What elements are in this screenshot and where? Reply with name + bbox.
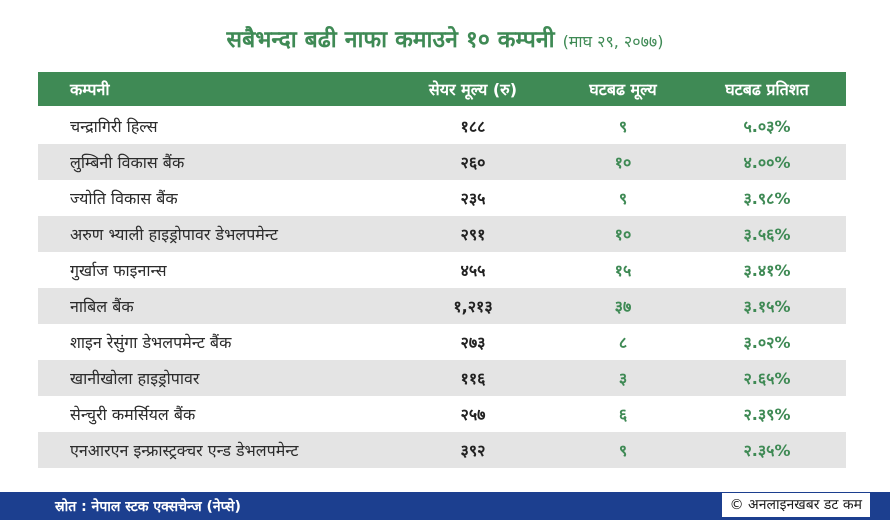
change-percent: ४.००% bbox=[743, 153, 791, 172]
change-percent: २.३५% bbox=[743, 441, 791, 460]
company-name: नाबिल बैंक bbox=[70, 297, 134, 316]
share-price: २९१ bbox=[460, 225, 486, 244]
title-main: सबैभन्दा बढी नाफा कमाउने १० कम्पनी bbox=[226, 27, 555, 53]
table-row: नाबिल बैंक १,२१३ ३७ ३.१५% bbox=[38, 288, 846, 324]
change-percent: ३.५६% bbox=[743, 225, 791, 244]
company-name: सेन्चुरी कमर्सियल बैंक bbox=[70, 405, 196, 424]
change-percent: ३.९८% bbox=[743, 189, 791, 208]
company-name: गुर्खाज फाइनान्स bbox=[70, 261, 167, 280]
header-share-price: सेयर मूल्य (रु) bbox=[428, 80, 518, 99]
share-price: ४५५ bbox=[460, 261, 486, 280]
header-company: कम्पनी bbox=[70, 80, 110, 99]
share-price: २७३ bbox=[460, 333, 486, 352]
company-name: खानीखोला हाइड्रोपावर bbox=[70, 369, 200, 388]
page-title: सबैभन्दा बढी नाफा कमाउने १० कम्पनी (माघ … bbox=[0, 22, 890, 54]
company-name: लुम्बिनी विकास बैंक bbox=[70, 153, 185, 172]
change-value: ६ bbox=[618, 405, 628, 424]
company-name: शाइन रेसुंगा डेभलपमेन्ट बैंक bbox=[70, 333, 232, 352]
share-price: ११६ bbox=[460, 369, 486, 388]
change-value: १५ bbox=[614, 261, 632, 280]
table-row: गुर्खाज फाइनान्स ४५५ १५ ३.४१% bbox=[38, 252, 846, 288]
change-value: ९ bbox=[618, 117, 628, 136]
table-row: लुम्बिनी विकास बैंक २६० १० ४.००% bbox=[38, 144, 846, 180]
change-percent: ३.४१% bbox=[743, 261, 791, 280]
table-row: अरुण भ्याली हाइड्रोपावर डेभलपमेन्ट २९१ १… bbox=[38, 216, 846, 252]
table-header: कम्पनी सेयर मूल्य (रु) घटबढ मूल्य घटबढ प… bbox=[38, 72, 846, 106]
company-name: ज्योति विकास बैंक bbox=[70, 189, 178, 208]
source-note: स्रोत : नेपाल स्टक एक्सचेन्ज (नेप्से) bbox=[55, 499, 241, 515]
table-row: खानीखोला हाइड्रोपावर ११६ ३ २.६५% bbox=[38, 360, 846, 396]
change-value: ८ bbox=[618, 333, 628, 352]
change-value: ३ bbox=[618, 369, 628, 388]
profit-table: कम्पनी सेयर मूल्य (रु) घटबढ मूल्य घटबढ प… bbox=[38, 72, 846, 468]
share-price: २३५ bbox=[460, 189, 486, 208]
share-price: १,२१३ bbox=[453, 297, 493, 316]
table-row: सेन्चुरी कमर्सियल बैंक २५७ ६ २.३९% bbox=[38, 396, 846, 432]
table-row: शाइन रेसुंगा डेभलपमेन्ट बैंक २७३ ८ ३.०२% bbox=[38, 324, 846, 360]
change-percent: ५.०३% bbox=[743, 117, 791, 136]
change-percent: २.६५% bbox=[743, 369, 791, 388]
change-value: १० bbox=[614, 225, 632, 244]
company-name: अरुण भ्याली हाइड्रोपावर डेभलपमेन्ट bbox=[70, 225, 278, 244]
company-name: एनआरएन इन्फ्रास्ट्रक्चर एन्ड डेभलपमेन्ट bbox=[70, 441, 299, 460]
change-value: १० bbox=[614, 153, 632, 172]
table-row: ज्योति विकास बैंक २३५ ९ ३.९८% bbox=[38, 180, 846, 216]
change-value: ९ bbox=[618, 189, 628, 208]
company-name: चन्द्रागिरी हिल्स bbox=[70, 117, 158, 136]
change-value: ९ bbox=[618, 441, 628, 460]
header-change-percent: घटबढ प्रतिशत bbox=[725, 80, 809, 99]
table-row: एनआरएन इन्फ्रास्ट्रक्चर एन्ड डेभलपमेन्ट … bbox=[38, 432, 846, 468]
title-date: (माघ २९, २०७७) bbox=[562, 32, 664, 51]
change-percent: २.३९% bbox=[743, 405, 791, 424]
table-row: चन्द्रागिरी हिल्स १८८ ९ ५.०३% bbox=[38, 108, 846, 144]
share-price: १८८ bbox=[460, 117, 486, 136]
share-price: २५७ bbox=[460, 405, 486, 424]
footer-bar: स्रोत : नेपाल स्टक एक्सचेन्ज (नेप्से) © … bbox=[0, 492, 890, 520]
change-percent: ३.०२% bbox=[743, 333, 791, 352]
share-price: २६० bbox=[460, 153, 486, 172]
share-price: ३९२ bbox=[460, 441, 486, 460]
header-change-value: घटबढ मूल्य bbox=[589, 80, 657, 99]
copyright-credit: © अनलाइनखबर डट कम bbox=[721, 493, 870, 517]
change-percent: ३.१५% bbox=[743, 297, 791, 316]
change-value: ३७ bbox=[614, 297, 632, 316]
